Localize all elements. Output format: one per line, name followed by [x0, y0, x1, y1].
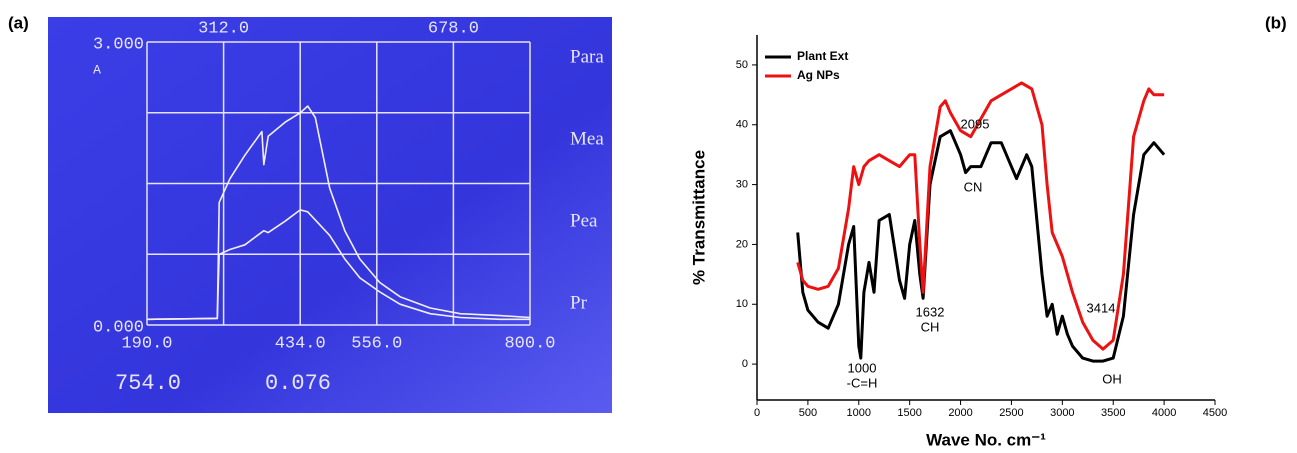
annotation: 1632 — [916, 304, 945, 319]
annotation: CN — [964, 179, 983, 194]
side-label: Mea — [570, 128, 604, 149]
data-line — [146, 105, 531, 321]
x-tick-label: 190.0 — [121, 334, 172, 353]
data-line — [796, 129, 1166, 363]
x-tick-label: 0 — [754, 407, 760, 419]
y-tick-label: 0 — [742, 358, 748, 370]
x-tick-label: 500 — [799, 407, 817, 419]
x-tick-label: 312.0 — [198, 19, 249, 38]
x-tick-label: 4000 — [1152, 407, 1176, 419]
x-axis-title: Wave No. cm⁻¹ — [926, 430, 1046, 449]
y-tick-label: 40 — [736, 119, 748, 131]
x-tick-label: 4500 — [1203, 407, 1227, 419]
x-tick-label: 1000 — [847, 407, 871, 419]
readout: 754.0 — [115, 371, 181, 396]
y-tick-label: 50 — [736, 59, 748, 71]
annotation: CH — [921, 319, 940, 334]
x-tick-label: 2000 — [948, 407, 972, 419]
y-axis-title: % Transmittance — [689, 150, 708, 285]
y-tick-label: 30 — [736, 178, 748, 190]
screen-photo — [48, 17, 612, 413]
annotation: 2095 — [961, 116, 990, 131]
annotation: 1000 — [848, 360, 877, 375]
y-tick-label: 10 — [736, 298, 748, 310]
side-label: Pea — [570, 210, 598, 231]
data-line — [796, 81, 1165, 351]
panel-label: (b) — [1265, 13, 1287, 32]
x-tick-label: 3500 — [1101, 407, 1125, 419]
readout: 0.076 — [265, 371, 331, 396]
x-tick-label: 1500 — [897, 407, 921, 419]
x-tick-label: 556.0 — [351, 334, 402, 353]
legend-label: Ag NPs — [797, 68, 840, 82]
y-unit: A — [93, 62, 101, 77]
x-tick-label: 434.0 — [275, 334, 326, 353]
y-tick-label: 0.000 — [93, 318, 144, 337]
legend-label: Plant Ext — [797, 49, 848, 63]
x-tick-label: 3000 — [1050, 407, 1074, 419]
x-tick-label: 678.0 — [428, 19, 479, 38]
annotation: OH — [1102, 371, 1122, 386]
x-tick-label: 2500 — [999, 407, 1023, 419]
annotation: -C=H — [847, 375, 878, 390]
y-tick-label: 20 — [736, 238, 748, 250]
y-tick-label: 3.000 — [93, 35, 144, 54]
data-line — [146, 209, 530, 321]
annotation: 3414 — [1087, 300, 1116, 315]
side-label: Pr — [570, 292, 588, 313]
x-tick-label: 800.0 — [504, 334, 555, 353]
panel-label: (a) — [8, 13, 29, 32]
side-label: Para — [570, 46, 604, 67]
